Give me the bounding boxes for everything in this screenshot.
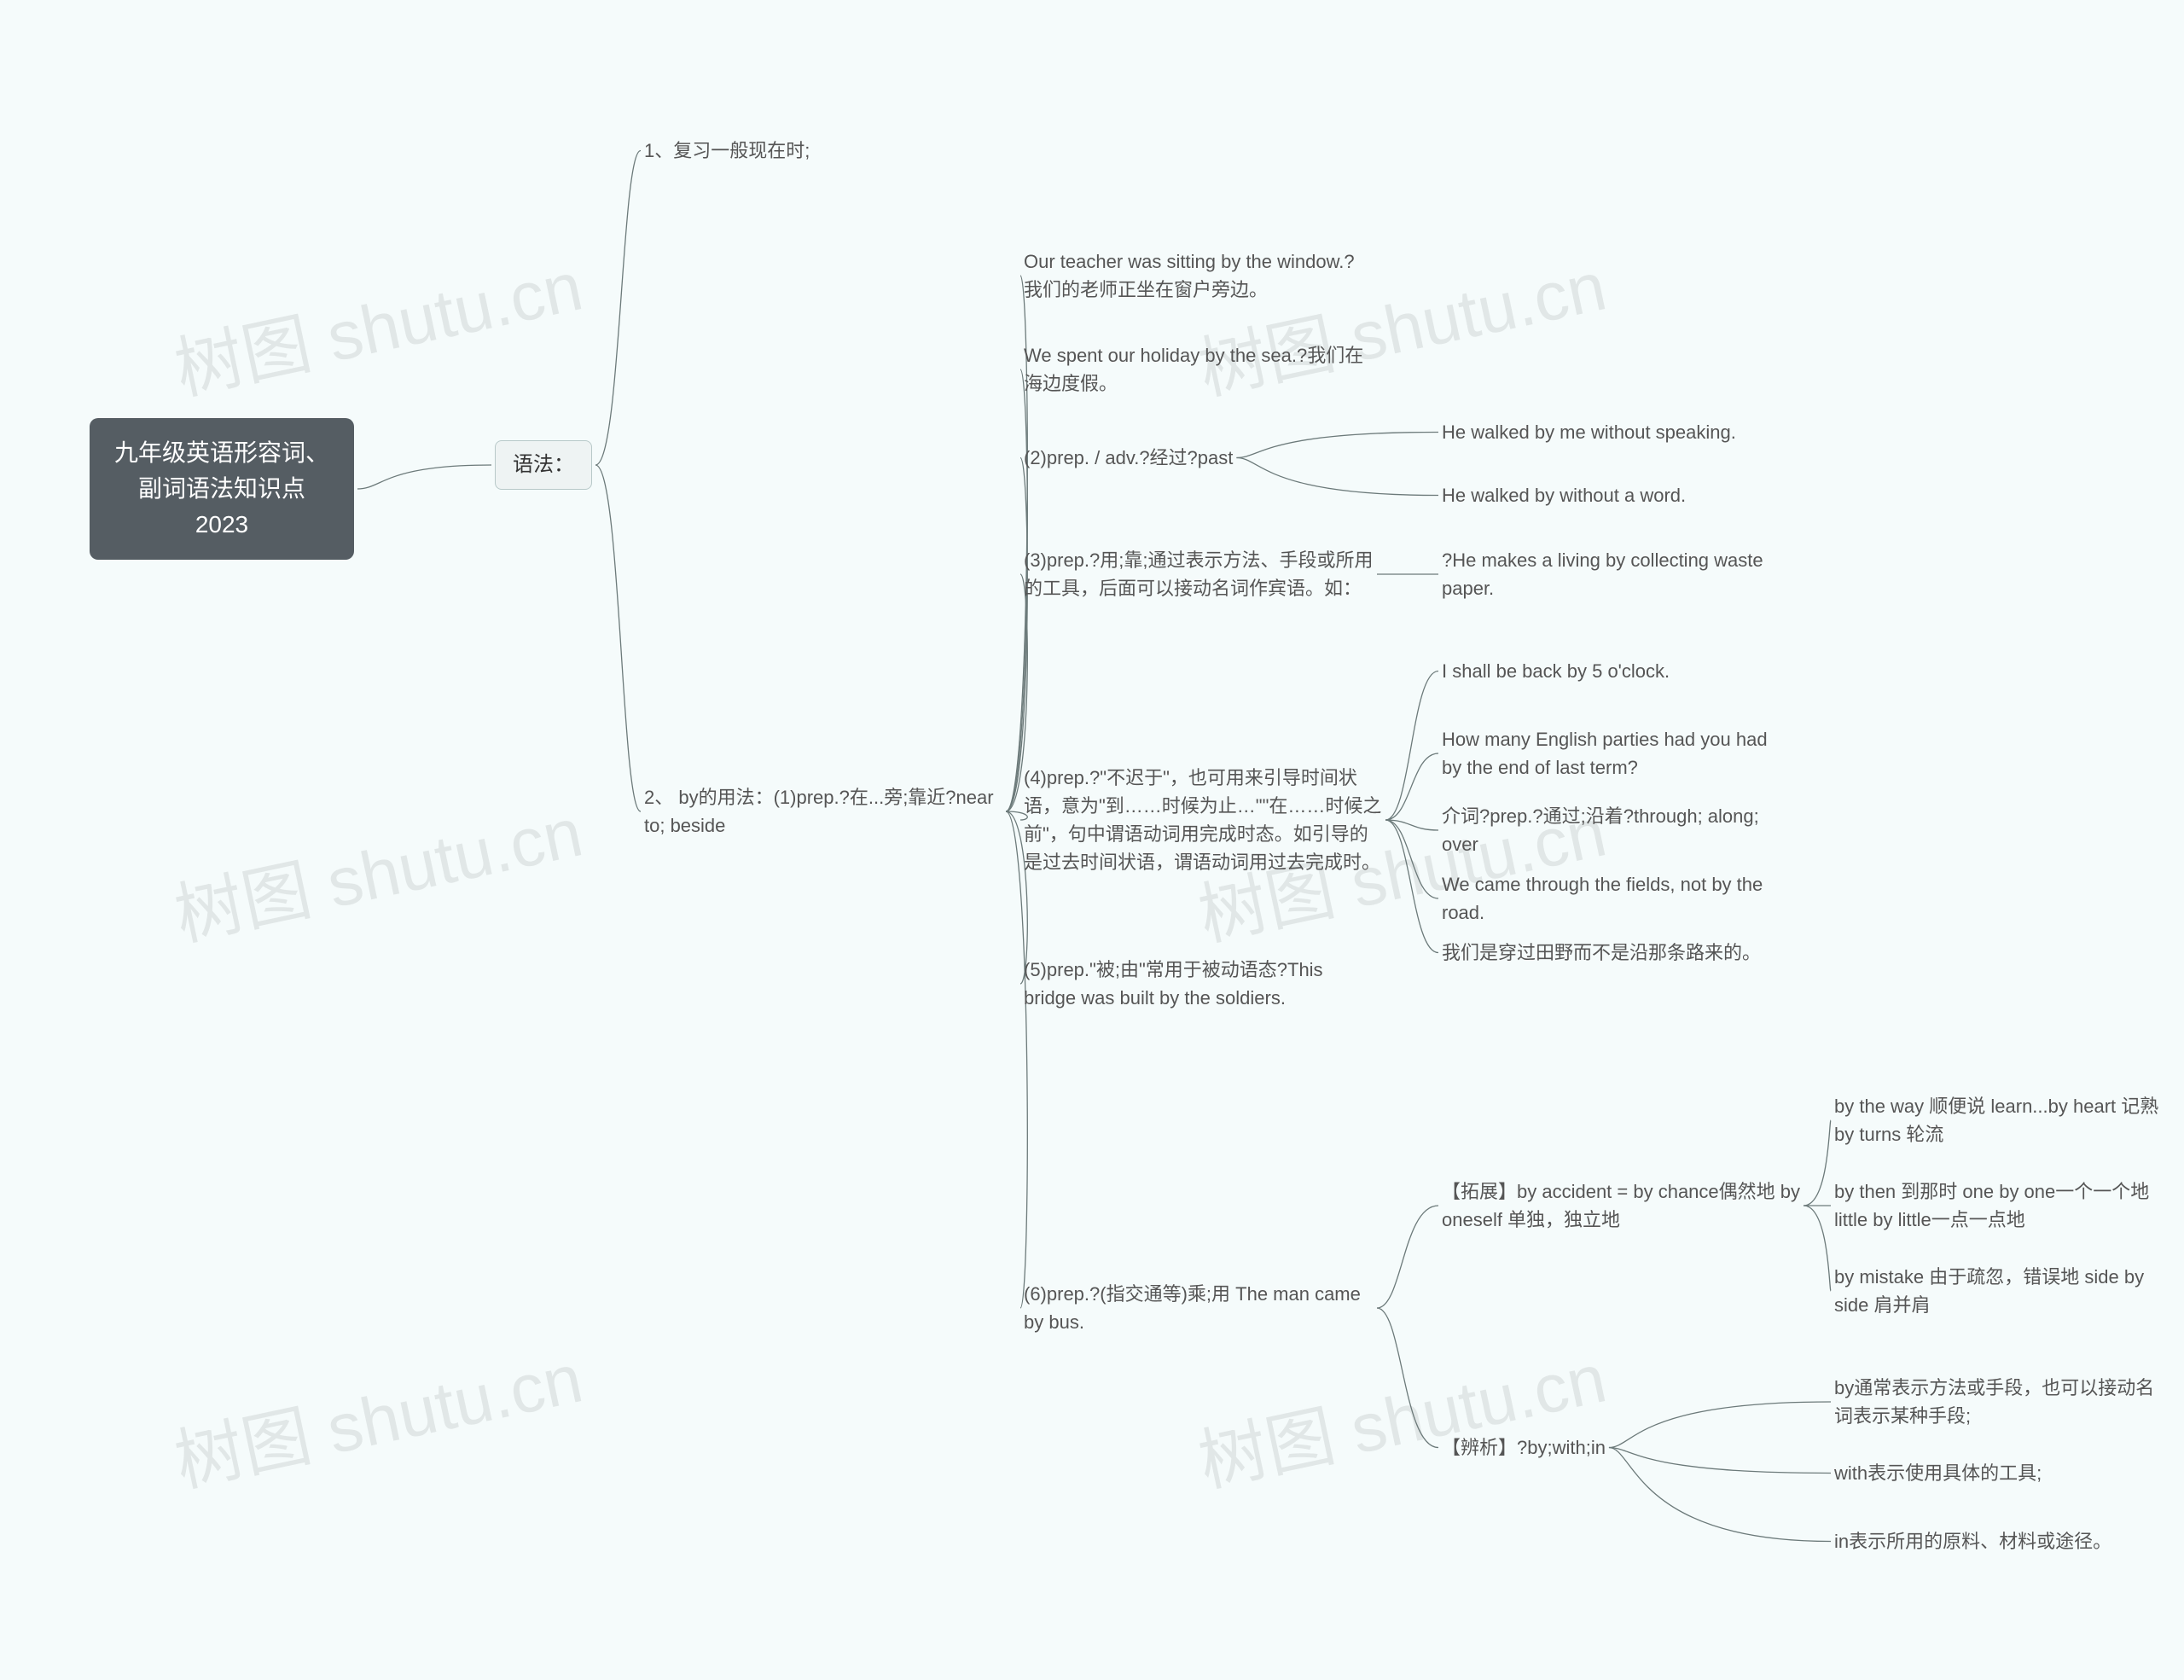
level4-node: 【拓展】by accident = by chance偶然地 by onesel… xyxy=(1442,1177,1800,1234)
level5-node: in表示所用的原料、材料或途径。 xyxy=(1834,1527,2111,1555)
level3-node: (4)prep.?"不迟于"，也可用来引导时间状语，意为"到……时候为止…""在… xyxy=(1024,764,1382,876)
level4-node: 介词?prep.?通过;沿着?through; along; over xyxy=(1442,802,1800,858)
root-node: 九年级英语形容词、副词语法知识点2023 xyxy=(90,418,354,560)
level5-node: by mistake 由于疏忽，错误地 side by side 肩并肩 xyxy=(1834,1263,2167,1319)
level5-node: by通常表示方法或手段，也可以接动名词表示某种手段; xyxy=(1834,1374,2167,1430)
category-node: 语法： xyxy=(495,440,592,490)
level3-node: (2)prep. / adv.?经过?past xyxy=(1024,444,1233,472)
level3-node: (3)prep.?用;靠;通过表示方法、手段或所用的工具，后面可以接动名词作宾语… xyxy=(1024,546,1374,602)
level3-node: (5)prep."被;由"常用于被动语态?This bridge was bui… xyxy=(1024,956,1374,1012)
level4-node: He walked by without a word. xyxy=(1442,481,1686,509)
level4-node: 【辨析】?by;with;in xyxy=(1442,1433,1606,1462)
level5-node: by the way 顺便说 learn...by heart 记熟 by tu… xyxy=(1834,1092,2167,1148)
level3-node: We spent our holiday by the sea.?我们在海边度假… xyxy=(1024,341,1365,398)
level4-node: ?He makes a living by collecting waste p… xyxy=(1442,546,1783,602)
level5-node: with表示使用具体的工具; xyxy=(1834,1459,2042,1487)
level2-node: 1、复习一般现在时; xyxy=(644,137,810,165)
level2-node: 2、 by的用法：(1)prep.?在...旁;靠近?near to; besi… xyxy=(644,783,1002,840)
level4-node: How many English parties had you had by … xyxy=(1442,725,1783,782)
level4-node: He walked by me without speaking. xyxy=(1442,418,1736,446)
level3-node: Our teacher was sitting by the window.?我… xyxy=(1024,247,1365,304)
level3-node: (6)prep.?(指交通等)乘;用 The man came by bus. xyxy=(1024,1280,1374,1336)
level4-node: 我们是穿过田野而不是沿那条路来的。 xyxy=(1442,939,1761,967)
level5-node: by then 到那时 one by one一个一个地 little by li… xyxy=(1834,1177,2167,1234)
level4-node: I shall be back by 5 o'clock. xyxy=(1442,657,1670,685)
level4-node: We came through the fields, not by the r… xyxy=(1442,870,1783,927)
